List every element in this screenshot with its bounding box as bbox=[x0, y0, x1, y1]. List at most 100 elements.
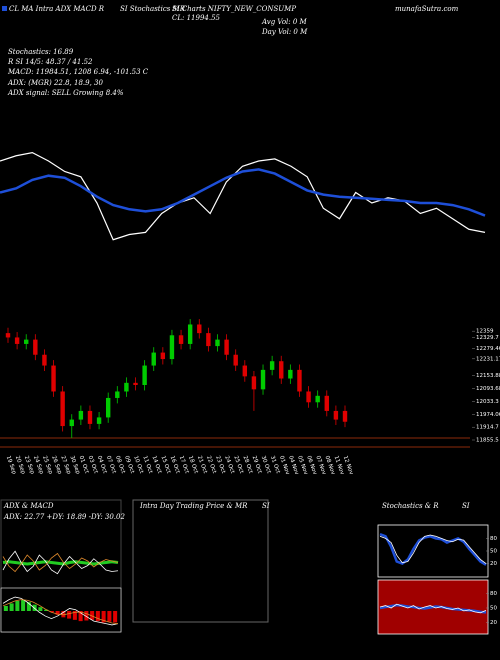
candle-body bbox=[24, 339, 29, 344]
histogram-bar bbox=[107, 611, 112, 622]
y-tick-label: 11914.7 bbox=[476, 425, 499, 431]
candle-body bbox=[160, 352, 166, 360]
candle-body bbox=[169, 335, 175, 360]
header-text: Day Vol: 0 M bbox=[261, 28, 308, 36]
y-tick-label: 80 bbox=[490, 536, 497, 542]
candle-body bbox=[51, 365, 56, 392]
candle-body bbox=[33, 339, 38, 355]
histogram-bar bbox=[15, 600, 20, 611]
series-line bbox=[0, 151, 486, 241]
y-tick-label: 12279.46 bbox=[476, 346, 500, 352]
candle-body bbox=[115, 391, 120, 398]
candle-body bbox=[215, 339, 220, 347]
y-tick-label: 11855.5 bbox=[476, 438, 499, 444]
candle-body bbox=[78, 410, 84, 420]
candle-body bbox=[178, 335, 184, 344]
chart-title: Stochastics & R bbox=[382, 502, 439, 510]
candle-body bbox=[60, 391, 65, 427]
histogram-bar bbox=[72, 611, 77, 620]
chart-subtitle: ADX: 22.77 +DY: 18.89 -DY: 30.02 bbox=[3, 513, 125, 521]
candle-body bbox=[269, 361, 275, 370]
candle-body bbox=[96, 417, 102, 424]
series-line bbox=[2, 552, 119, 573]
header-text: Stochastics: 16.89 bbox=[8, 48, 74, 56]
header-text: munafaSutra.com bbox=[395, 5, 459, 13]
histogram-bar bbox=[38, 607, 43, 611]
header-text: CL MA Intra ADX MACD R bbox=[9, 5, 105, 13]
histogram-bar bbox=[95, 611, 100, 622]
candle-body bbox=[233, 354, 238, 366]
candle-body bbox=[260, 369, 266, 390]
candle-body bbox=[342, 410, 348, 422]
candle-body bbox=[324, 395, 329, 411]
y-tick-label: 12033.3 bbox=[476, 399, 499, 405]
header-text: SI Stochastics MR bbox=[120, 5, 186, 13]
y-tick-label: 20 bbox=[490, 620, 497, 626]
histogram-bar bbox=[55, 611, 60, 615]
chart-title: ADX & MACD bbox=[3, 502, 54, 510]
y-tick-label: 50 bbox=[490, 549, 497, 555]
header-text: MACD: 11984.51, 1208 6.94, -101.53 C bbox=[7, 68, 149, 76]
chart-subtitle: SI bbox=[462, 502, 470, 510]
y-tick-label: 12329.7 bbox=[476, 335, 499, 341]
candle-body bbox=[105, 397, 111, 418]
candle-body bbox=[142, 365, 147, 385]
legend-swatch bbox=[2, 6, 7, 11]
panel-frame bbox=[0, 587, 122, 633]
y-tick-label: 12093.68 bbox=[476, 386, 500, 392]
y-tick-label: 20 bbox=[490, 561, 497, 567]
y-tick-label: 12153.88 bbox=[476, 373, 500, 379]
header-text: ADX signal: SELL Growing 8.4% bbox=[7, 89, 124, 97]
y-tick-label: 12359 bbox=[476, 329, 494, 335]
candle-body bbox=[14, 337, 20, 344]
series-line bbox=[379, 603, 487, 614]
y-tick-label: 12231.17 bbox=[476, 356, 500, 362]
histogram-bar bbox=[21, 599, 26, 611]
histogram-bar bbox=[61, 611, 66, 618]
y-tick-label: 50 bbox=[490, 606, 497, 612]
header-text: CL: 11994.55 bbox=[172, 14, 221, 22]
candle-body bbox=[333, 410, 339, 420]
histogram-bar bbox=[26, 602, 31, 611]
histogram-bar bbox=[101, 611, 106, 623]
chart-title: Intra Day Trading Price & MR bbox=[139, 502, 248, 510]
y-tick-label: 11974.06 bbox=[476, 412, 500, 418]
y-tick-label: 80 bbox=[490, 591, 497, 597]
candle-body bbox=[315, 395, 320, 403]
chart-subtitle: SI bbox=[262, 502, 270, 510]
candle-body bbox=[279, 361, 284, 379]
candle-body bbox=[288, 369, 293, 379]
candle-body bbox=[206, 333, 211, 347]
histogram-bar bbox=[44, 609, 49, 611]
candle-body bbox=[87, 410, 93, 424]
candle-body bbox=[197, 324, 202, 334]
candle-body bbox=[42, 354, 47, 366]
histogram-bar bbox=[90, 611, 95, 620]
histogram-bar bbox=[113, 611, 118, 623]
candle-body bbox=[242, 365, 248, 377]
panel-frame bbox=[132, 499, 269, 623]
candle-body bbox=[151, 352, 156, 366]
candle-body bbox=[5, 333, 11, 338]
histogram-bar bbox=[3, 605, 8, 611]
candle-body bbox=[297, 369, 302, 392]
header-text: R SI 14/5: 48.37 / 41.52 bbox=[7, 58, 93, 66]
candle-body bbox=[187, 324, 193, 344]
series-line bbox=[379, 533, 487, 566]
header-text: SI Charts NIFTY_NEW_CONSUMP bbox=[172, 5, 296, 13]
histogram-bar bbox=[84, 611, 89, 621]
histogram-bar bbox=[78, 611, 83, 622]
series-line bbox=[0, 168, 486, 217]
candle-body bbox=[251, 376, 257, 390]
candle-body bbox=[69, 419, 74, 427]
header-text: ADX: (MGR) 22.8, 18.9, 30 bbox=[7, 79, 103, 87]
series-line bbox=[2, 599, 119, 625]
series-line bbox=[379, 534, 487, 564]
histogram-bar bbox=[9, 603, 14, 611]
histogram-bar bbox=[49, 611, 54, 613]
histogram-bar bbox=[67, 611, 72, 619]
candle-body bbox=[133, 382, 138, 385]
header-text: Avg Vol: 0 M bbox=[261, 18, 308, 26]
candle-body bbox=[124, 382, 129, 392]
